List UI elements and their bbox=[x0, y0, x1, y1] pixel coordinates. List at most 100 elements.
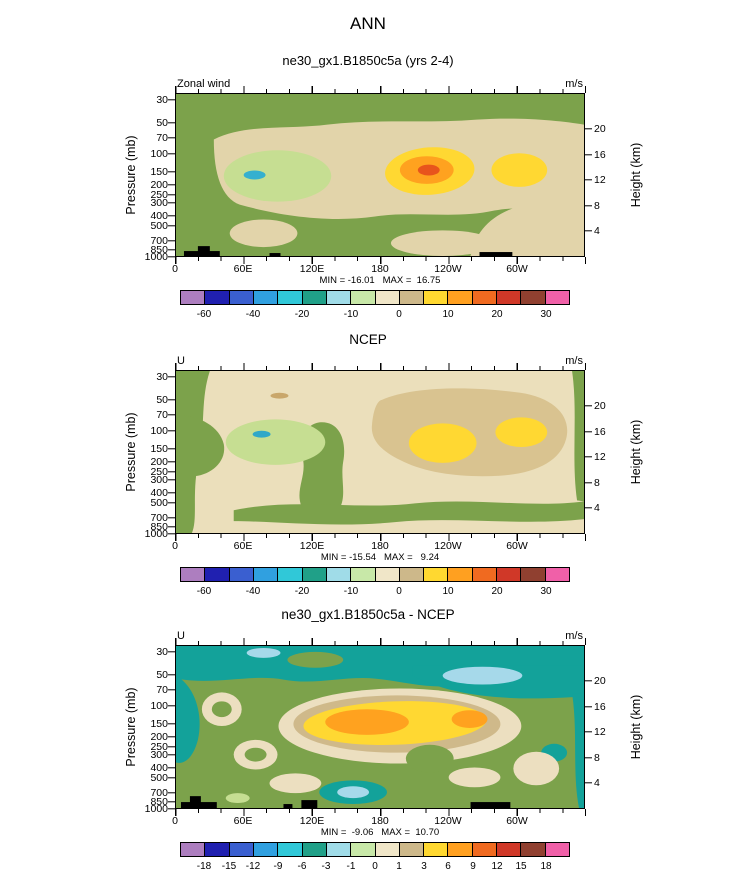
height-tick-label: 16 bbox=[594, 426, 606, 438]
tick-mark bbox=[585, 128, 592, 130]
colorbar-model bbox=[180, 290, 570, 305]
tick-mark bbox=[168, 801, 175, 803]
tick-mark bbox=[168, 689, 175, 691]
colorbar-diff-labels: -18 -15 -12 -9 -6 -3 -1 0 1 3 6 9 12 15 18 bbox=[180, 861, 570, 873]
colorbar-segment bbox=[399, 568, 425, 581]
tick-mark bbox=[168, 479, 175, 481]
pressure-tick-label: 500 bbox=[150, 772, 168, 784]
tick-mark bbox=[168, 651, 175, 653]
colorbar-label: -60 bbox=[196, 309, 212, 320]
pressure-tick-label: 300 bbox=[150, 197, 168, 209]
colorbar-segment bbox=[181, 568, 206, 581]
colorbar-segment bbox=[229, 843, 254, 856]
lon-tick-label: 60E bbox=[233, 540, 253, 552]
colorbar-label: 0 bbox=[396, 309, 402, 320]
height-tick-label: 20 bbox=[594, 123, 606, 135]
colorbar-label: 10 bbox=[442, 309, 454, 320]
pressure-tick-label: 850 bbox=[150, 521, 168, 533]
colorbar-segment bbox=[521, 843, 546, 856]
pressure-tick-label: 1000 bbox=[144, 528, 168, 540]
pressure-tick-label: 30 bbox=[156, 94, 168, 106]
pressure-tick-label: 850 bbox=[150, 244, 168, 256]
colorbar-segment bbox=[205, 843, 230, 856]
colorbar-segment bbox=[424, 291, 449, 304]
subtropical-jet bbox=[385, 147, 475, 195]
tick-mark bbox=[585, 456, 592, 458]
topography-marks bbox=[180, 796, 511, 808]
pressure-tick-label: 500 bbox=[150, 220, 168, 232]
colorbar-segment bbox=[497, 568, 522, 581]
colorbar-segment bbox=[472, 291, 498, 304]
colorbar-label: -6 bbox=[297, 861, 307, 872]
tick-mark bbox=[168, 414, 175, 416]
colorbar-segment bbox=[521, 568, 546, 581]
contour-plot-ncep bbox=[175, 370, 585, 534]
main-title: ANN bbox=[350, 14, 386, 33]
lon-tick-label: 120W bbox=[434, 815, 462, 827]
pressure-tick-label: 200 bbox=[150, 179, 168, 191]
tick-mark bbox=[168, 767, 175, 769]
colorbar-label: 12 bbox=[491, 861, 503, 872]
contour-field-diff bbox=[176, 646, 584, 808]
colorbar-segment bbox=[278, 568, 303, 581]
tick-mark bbox=[168, 746, 175, 748]
colorbar-segment bbox=[181, 291, 206, 304]
colorbar-label: 30 bbox=[540, 309, 552, 320]
lon-minor-ticks-bottom bbox=[175, 809, 586, 813]
colorbar-segment bbox=[375, 291, 400, 304]
tick-mark bbox=[168, 674, 175, 676]
tick-mark bbox=[585, 482, 592, 484]
pressure-tick-labels: 30 50 70 100 150 200 250 300 400 500 700 850 1000 bbox=[116, 370, 168, 540]
tick-mark bbox=[585, 706, 592, 708]
colorbar-segment bbox=[351, 843, 376, 856]
colorbar-segment bbox=[302, 843, 327, 856]
pressure-tick-label: 850 bbox=[150, 796, 168, 808]
tick-mark bbox=[585, 230, 592, 232]
tick-mark bbox=[168, 153, 175, 155]
colorbar-label: -18 bbox=[196, 861, 212, 872]
colorbar-segment bbox=[181, 843, 206, 856]
colorbar-segment bbox=[545, 568, 569, 581]
tick-mark bbox=[168, 122, 175, 124]
tick-mark bbox=[168, 137, 175, 139]
colorbar-label: -3 bbox=[321, 861, 331, 872]
colorbar-label: 10 bbox=[442, 586, 454, 597]
colorbar-segment bbox=[302, 568, 327, 581]
height-tick-label: 4 bbox=[594, 777, 600, 789]
lon-minor-ticks-top bbox=[175, 641, 586, 645]
pressure-tick-label: 50 bbox=[156, 669, 168, 681]
colorbar-segment bbox=[424, 843, 449, 856]
tick-mark bbox=[168, 171, 175, 173]
lon-tick-label: 0 bbox=[172, 815, 178, 827]
pressure-tick-label: 250 bbox=[150, 466, 168, 478]
lon-tick-label: 120E bbox=[299, 815, 325, 827]
panel-diff-title: ne30_gx1.B1850c5a - NCEP bbox=[281, 607, 455, 622]
pressure-tick-label: 400 bbox=[150, 210, 168, 222]
colorbar-segment bbox=[472, 568, 498, 581]
pressure-tick-label: 700 bbox=[150, 235, 168, 247]
pressure-tick-label: 150 bbox=[150, 443, 168, 455]
height-tick-labels: 20 16 12 8 4 bbox=[594, 93, 628, 257]
height-tick-marks bbox=[585, 370, 592, 534]
height-tick-marks bbox=[585, 645, 592, 809]
tick-mark bbox=[168, 448, 175, 450]
pressure-tick-label: 700 bbox=[150, 512, 168, 524]
tick-mark bbox=[585, 782, 592, 784]
lon-minor-ticks-bottom bbox=[175, 534, 586, 538]
tick-mark bbox=[168, 194, 175, 196]
pressure-tick-label: 500 bbox=[150, 497, 168, 509]
colorbar-model-labels: -60 -40 -20 -10 0 10 20 30 bbox=[180, 309, 570, 321]
pressure-tick-label: 30 bbox=[156, 646, 168, 658]
contour-plot-diff bbox=[175, 645, 585, 809]
colorbar-segment bbox=[545, 843, 569, 856]
tick-mark bbox=[168, 215, 175, 217]
pressure-tick-label: 100 bbox=[150, 425, 168, 437]
colorbar-segment bbox=[448, 843, 473, 856]
colorbar-label: 30 bbox=[540, 586, 552, 597]
pressure-tick-label: 400 bbox=[150, 487, 168, 499]
colorbar-label: -20 bbox=[294, 586, 310, 597]
pressure-tick-label: 400 bbox=[150, 762, 168, 774]
colorbar-segment bbox=[472, 843, 498, 856]
height-tick-label: 12 bbox=[594, 174, 606, 186]
height-tick-labels: 20 16 12 8 4 bbox=[594, 370, 628, 534]
